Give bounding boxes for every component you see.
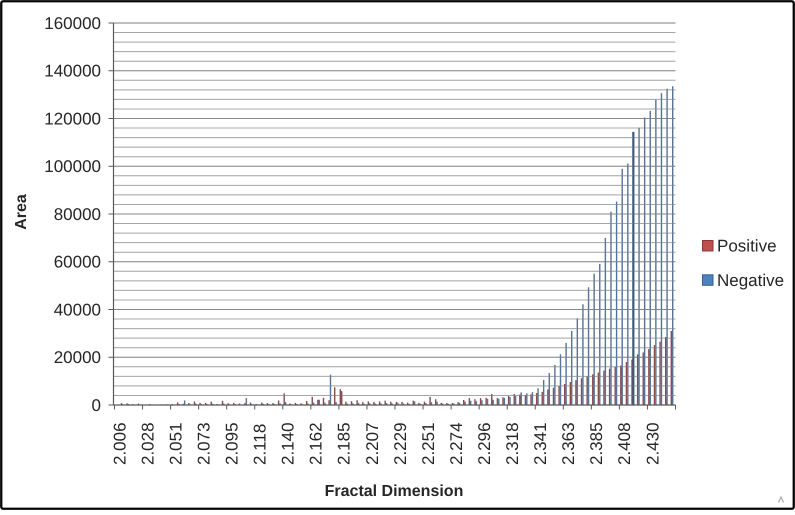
svg-text:2.207: 2.207 xyxy=(363,422,382,465)
svg-text:2.185: 2.185 xyxy=(335,422,354,465)
svg-text:2.341: 2.341 xyxy=(531,422,550,465)
svg-text:2.385: 2.385 xyxy=(587,422,606,465)
svg-text:2.408: 2.408 xyxy=(615,422,634,465)
svg-text:2.430: 2.430 xyxy=(643,422,662,465)
svg-text:2.028: 2.028 xyxy=(138,422,157,465)
svg-text:2.296: 2.296 xyxy=(475,422,494,465)
svg-text:2.229: 2.229 xyxy=(391,422,410,465)
svg-text:Positive: Positive xyxy=(717,237,777,256)
svg-text:80000: 80000 xyxy=(54,205,101,224)
svg-text:2.095: 2.095 xyxy=(223,422,242,465)
svg-text:Area: Area xyxy=(13,194,30,230)
svg-text:Negative: Negative xyxy=(717,271,784,290)
svg-text:100000: 100000 xyxy=(44,157,101,176)
svg-text:2.051: 2.051 xyxy=(166,422,185,465)
svg-text:2.162: 2.162 xyxy=(307,422,326,465)
svg-text:2.274: 2.274 xyxy=(447,422,466,465)
svg-text:2.006: 2.006 xyxy=(110,422,129,465)
svg-text:140000: 140000 xyxy=(44,62,101,81)
svg-text:2.318: 2.318 xyxy=(503,422,522,465)
svg-text:40000: 40000 xyxy=(54,300,101,319)
svg-text:160000: 160000 xyxy=(44,14,101,33)
svg-text:2.118: 2.118 xyxy=(251,424,270,465)
svg-text:2.363: 2.363 xyxy=(559,422,578,465)
svg-text:Fractal Dimension: Fractal Dimension xyxy=(325,483,464,500)
svg-text:2.140: 2.140 xyxy=(279,422,298,465)
svg-text:20000: 20000 xyxy=(54,348,101,367)
svg-text:2.073: 2.073 xyxy=(194,422,213,465)
svg-text:0: 0 xyxy=(92,396,101,415)
svg-text:2.251: 2.251 xyxy=(419,422,438,465)
svg-text:60000: 60000 xyxy=(54,253,101,272)
svg-text:120000: 120000 xyxy=(44,109,101,128)
